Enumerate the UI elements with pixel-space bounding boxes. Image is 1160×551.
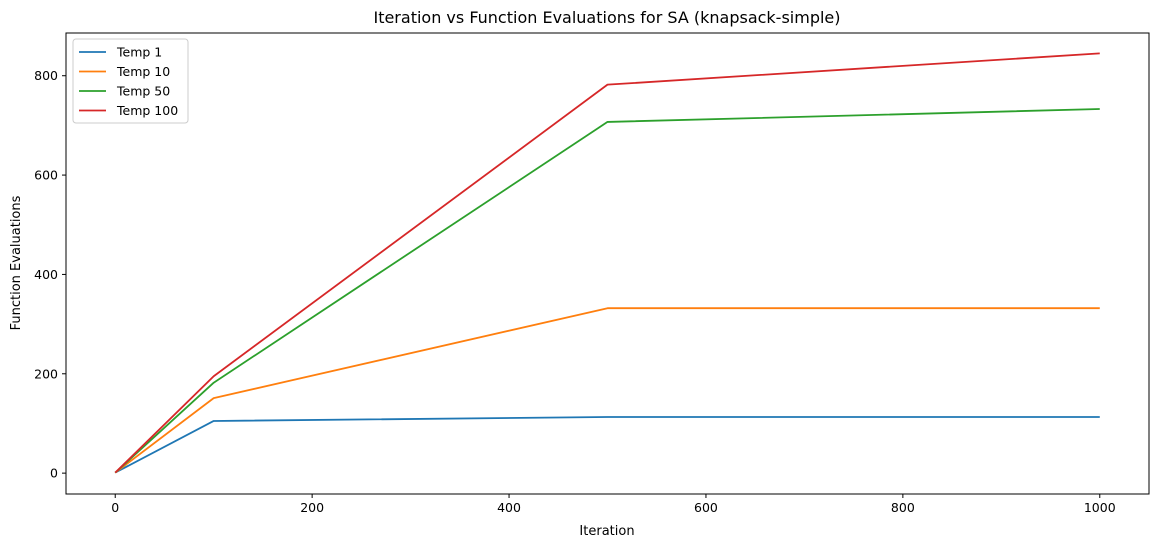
x-axis: 0 200 400 600 800 1000 xyxy=(111,494,1116,515)
series-line-temp-100 xyxy=(114,52,1100,474)
x-tick-label: 1000 xyxy=(1084,500,1116,515)
y-tick-label: 0 xyxy=(50,466,58,481)
legend-label: Temp 50 xyxy=(116,84,170,99)
legend-box xyxy=(72,38,189,124)
legend-label: Temp 10 xyxy=(116,64,170,79)
x-tick-label: 200 xyxy=(300,500,324,515)
series-line-temp-50 xyxy=(114,108,1100,474)
x-tick-label: 800 xyxy=(891,500,915,515)
y-axis: 0 200 400 600 800 xyxy=(34,68,66,481)
legend: Temp 1 Temp 10 Temp 50 Temp 100 xyxy=(72,38,189,124)
chart-title: Iteration vs Function Evaluations for SA… xyxy=(373,8,840,27)
plot-lines xyxy=(114,52,1100,474)
y-axis-label: Function Evaluations xyxy=(9,195,24,330)
y-tick-label: 200 xyxy=(34,366,58,381)
plot-frame xyxy=(65,32,1150,495)
y-tick-label: 800 xyxy=(34,68,58,83)
x-tick-label: 0 xyxy=(111,500,119,515)
x-axis-label: Iteration xyxy=(579,524,634,539)
x-tick-label: 600 xyxy=(694,500,718,515)
y-tick-label: 600 xyxy=(34,168,58,183)
legend-label: Temp 100 xyxy=(116,103,178,118)
x-tick-label: 400 xyxy=(497,500,521,515)
series-line-temp-10 xyxy=(114,307,1100,474)
series-line-temp-1 xyxy=(114,416,1100,474)
legend-label: Temp 1 xyxy=(116,45,162,60)
y-tick-label: 400 xyxy=(34,267,58,282)
